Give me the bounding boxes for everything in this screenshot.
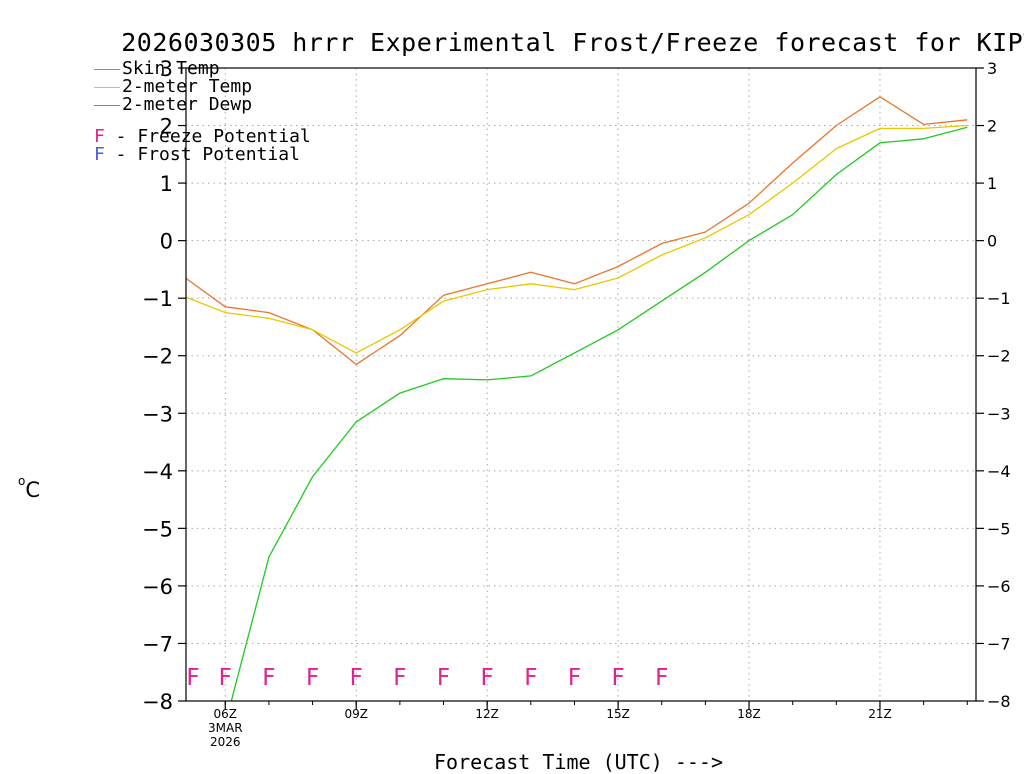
- legend-item-skin-temp: Skin Temp: [94, 60, 311, 78]
- y-tick-label-right: 2: [987, 117, 997, 136]
- y-tick-label-right: −4: [987, 462, 1011, 481]
- legend: Skin Temp 2-meter Temp 2-meter Dewp F - …: [94, 60, 311, 164]
- degree-sign: o: [18, 474, 26, 488]
- y-tick-label-left: −4: [142, 460, 173, 484]
- plot-frame: [185, 67, 977, 702]
- x-tick-label: 09Z: [344, 707, 368, 721]
- y-axis-unit: C: [25, 478, 41, 502]
- freeze-marker: F: [262, 665, 275, 691]
- legend-label-2m-temp: 2-meter Temp: [122, 76, 253, 97]
- legend-item-2m-temp: 2-meter Temp: [94, 78, 311, 96]
- x-tick-label: 18Z: [737, 707, 761, 721]
- y-tick-label-right: 1: [987, 174, 997, 193]
- freeze-marker: F: [568, 665, 581, 691]
- freeze-marker: F: [306, 665, 319, 691]
- y-tick-label-left: −1: [142, 287, 173, 311]
- x-tick-label: 12Z: [475, 707, 499, 721]
- y-tick-label-right: −1: [987, 289, 1011, 308]
- freeze-marker: F: [655, 665, 668, 691]
- grid-lines: [186, 68, 976, 701]
- y-tick-label-left: 2: [160, 115, 173, 139]
- legend-item-2m-dewp: 2-meter Dewp: [94, 96, 311, 114]
- x-axis-label: Forecast Time (UTC) --->: [434, 750, 723, 774]
- y-tick-label-right: −2: [987, 347, 1011, 366]
- freeze-marker: F: [481, 665, 494, 691]
- series-line-2-meter-dewp: [230, 126, 968, 701]
- y-tick-label-left: 3: [160, 57, 173, 81]
- chart-title: 2026030305 hrrr Experimental Frost/Freez…: [121, 28, 1024, 57]
- y-tick-label-left: −2: [142, 345, 173, 369]
- freeze-marker: F: [393, 665, 406, 691]
- x-tick-sublabel: 3MAR: [208, 721, 243, 735]
- y-tick-label-right: −7: [987, 634, 1011, 653]
- legend-item-frost-potential: F - Frost Potential: [94, 146, 311, 164]
- x-tick-sublabel: 2026: [210, 735, 241, 749]
- y-axis-label: oC: [18, 474, 41, 502]
- freeze-symbol: F: [94, 126, 105, 147]
- y-tick-label-left: −7: [142, 632, 173, 656]
- freeze-marker: F: [524, 665, 537, 691]
- legend-swatch-2m-dewp: [94, 104, 120, 106]
- freeze-marker: F: [186, 665, 199, 691]
- x-tick-label: 21Z: [868, 707, 892, 721]
- legend-swatch-2m-temp: [94, 86, 120, 88]
- y-tick-label-right: −6: [987, 577, 1011, 596]
- frost-potential-label: - Frost Potential: [104, 144, 300, 165]
- y-tick-label-left: 0: [160, 230, 173, 254]
- y-tick-label-right: −3: [987, 404, 1011, 423]
- y-tick-label-left: −8: [142, 690, 173, 714]
- y-tick-label-right: 3: [987, 59, 997, 78]
- y-tick-label-left: 1: [160, 172, 173, 196]
- axes: −8 −8 −7 −7 −6 −6 −5 −5 −4 −4 −3 −3 −2 −2 −1 −1 0 0 1 1 2 2 3 3…: [142, 57, 1011, 749]
- freeze-potential-label: - Freeze Potential: [104, 126, 311, 147]
- x-tick-label: 15Z: [606, 707, 630, 721]
- x-tick-label: 06Z: [214, 707, 238, 721]
- legend-item-freeze-potential: F - Freeze Potential: [94, 128, 311, 146]
- series-line-2-meter-temp: [186, 124, 968, 354]
- y-tick-label-left: −5: [142, 517, 173, 541]
- y-tick-label-right: 0: [987, 232, 997, 251]
- y-tick-label-left: −6: [142, 575, 173, 599]
- freeze-marker: F: [611, 665, 624, 691]
- y-tick-label-right: −8: [987, 692, 1011, 711]
- freeze-marker: F: [219, 665, 232, 691]
- y-tick-label-left: −3: [142, 402, 173, 426]
- legend-label-2m-dewp: 2-meter Dewp: [122, 94, 253, 115]
- series-lines: [186, 96, 968, 701]
- legend-label-skin-temp: Skin Temp: [122, 58, 220, 79]
- freeze-marker: F: [350, 665, 363, 691]
- freeze-marker: F: [437, 665, 450, 691]
- legend-swatch-skin-temp: [94, 68, 120, 70]
- y-tick-label-right: −5: [987, 519, 1011, 538]
- frost-symbol: F: [94, 144, 105, 165]
